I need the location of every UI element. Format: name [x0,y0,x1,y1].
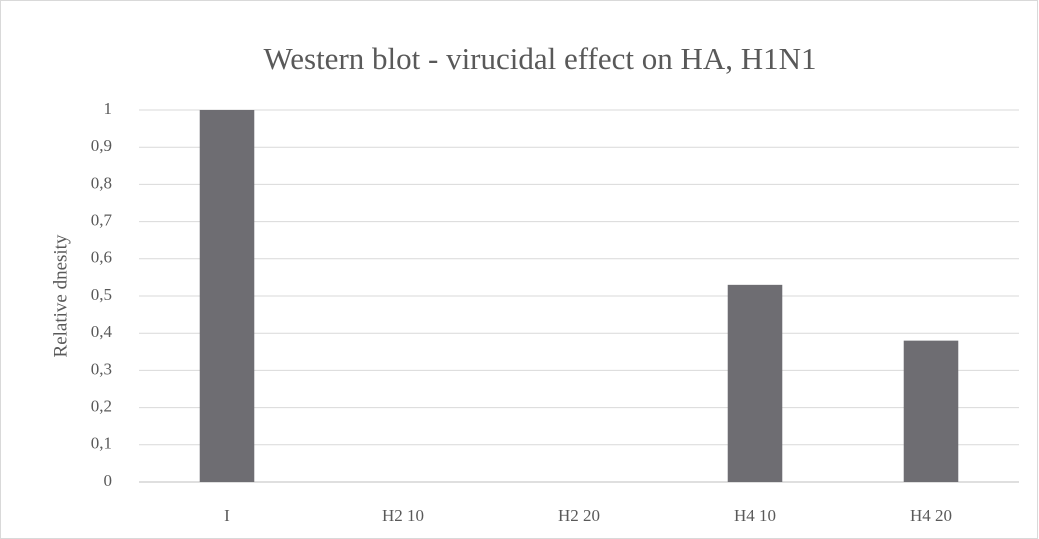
y-tick-label: 0,1 [91,434,112,453]
y-tick-label: 0,9 [91,136,112,155]
chart-title: Western blot - virucidal effect on HA, H… [263,41,816,76]
bar [199,110,255,482]
y-axis-title: Relative dnesity [50,234,71,357]
y-tick-label: 1 [104,99,113,118]
x-tick-label: H4 10 [734,506,776,525]
bar [727,284,783,482]
y-tick-label: 0,5 [91,285,112,304]
y-tick-label: 0 [104,471,113,490]
x-tick-label: I [224,506,230,525]
x-tick-label: H2 20 [558,506,600,525]
y-tick-label: 0,2 [91,397,112,416]
bar [903,340,959,482]
x-tick-label: H4 20 [910,506,952,525]
x-tick-label: H2 10 [382,506,424,525]
y-tick-label: 0,7 [91,211,113,230]
y-tick-label: 0,4 [91,322,113,341]
y-tick-label: 0,3 [91,359,112,378]
y-tick-label: 0,6 [91,248,112,267]
y-tick-label: 0,8 [91,173,112,192]
